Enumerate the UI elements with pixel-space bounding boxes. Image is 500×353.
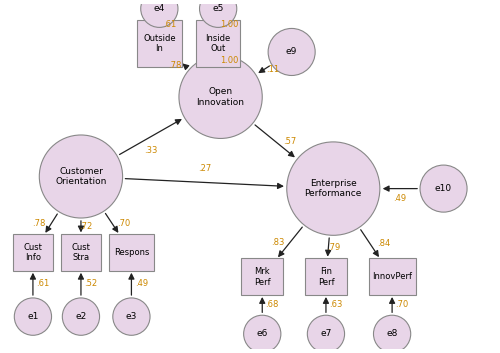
Text: Customer
Orientation: Customer Orientation <box>56 167 106 186</box>
Text: .61: .61 <box>164 20 177 29</box>
Text: .70: .70 <box>118 219 131 228</box>
Ellipse shape <box>140 0 178 28</box>
FancyBboxPatch shape <box>109 234 154 271</box>
Ellipse shape <box>113 298 150 335</box>
FancyBboxPatch shape <box>137 20 182 67</box>
Ellipse shape <box>374 315 410 353</box>
Text: Mrk
Perf: Mrk Perf <box>254 267 270 287</box>
Text: .33: .33 <box>144 146 158 155</box>
FancyBboxPatch shape <box>61 234 101 271</box>
Ellipse shape <box>179 55 262 138</box>
FancyBboxPatch shape <box>305 258 347 295</box>
Text: e2: e2 <box>76 312 86 321</box>
Text: .49: .49 <box>394 195 406 203</box>
Ellipse shape <box>244 315 281 353</box>
Text: .11: .11 <box>266 65 279 74</box>
Text: Inside
Out: Inside Out <box>206 34 231 53</box>
Text: e3: e3 <box>126 312 137 321</box>
FancyBboxPatch shape <box>368 258 416 295</box>
Ellipse shape <box>40 135 122 218</box>
Text: Respons: Respons <box>114 248 149 257</box>
Text: 1.00: 1.00 <box>220 56 239 65</box>
Text: .70: .70 <box>396 300 408 309</box>
Ellipse shape <box>308 315 344 353</box>
Text: .78: .78 <box>168 61 181 70</box>
Text: .78: .78 <box>32 219 46 228</box>
Ellipse shape <box>200 0 237 28</box>
Text: Cust
Info: Cust Info <box>24 243 42 262</box>
Text: e4: e4 <box>154 4 165 13</box>
Ellipse shape <box>14 298 52 335</box>
FancyBboxPatch shape <box>13 234 53 271</box>
FancyBboxPatch shape <box>196 20 240 67</box>
Text: Outside
In: Outside In <box>143 34 176 53</box>
Text: e8: e8 <box>386 329 398 339</box>
Text: e6: e6 <box>256 329 268 339</box>
Text: .72: .72 <box>79 222 92 231</box>
Ellipse shape <box>62 298 100 335</box>
Text: .61: .61 <box>36 280 50 288</box>
Ellipse shape <box>268 29 315 76</box>
Text: Enterprise
Performance: Enterprise Performance <box>304 179 362 198</box>
Text: .79: .79 <box>326 243 340 252</box>
Text: Open
Innovation: Open Innovation <box>196 87 244 107</box>
Text: .63: .63 <box>329 300 342 309</box>
Ellipse shape <box>420 165 467 212</box>
Text: e7: e7 <box>320 329 332 339</box>
Text: e5: e5 <box>212 4 224 13</box>
Ellipse shape <box>287 142 380 235</box>
Text: 1.00: 1.00 <box>220 20 238 29</box>
Text: .68: .68 <box>266 300 278 309</box>
Text: Cust
Stra: Cust Stra <box>72 243 90 262</box>
Text: e9: e9 <box>286 47 298 56</box>
Text: .27: .27 <box>198 164 211 173</box>
Text: InnovPerf: InnovPerf <box>372 272 412 281</box>
Text: .49: .49 <box>134 280 148 288</box>
Text: .83: .83 <box>271 238 284 247</box>
Text: e10: e10 <box>435 184 452 193</box>
Text: .52: .52 <box>84 280 98 288</box>
FancyBboxPatch shape <box>241 258 284 295</box>
Text: .57: .57 <box>283 137 296 146</box>
Text: e1: e1 <box>27 312 38 321</box>
Text: .84: .84 <box>377 239 390 248</box>
Text: Fin
Perf: Fin Perf <box>318 267 334 287</box>
